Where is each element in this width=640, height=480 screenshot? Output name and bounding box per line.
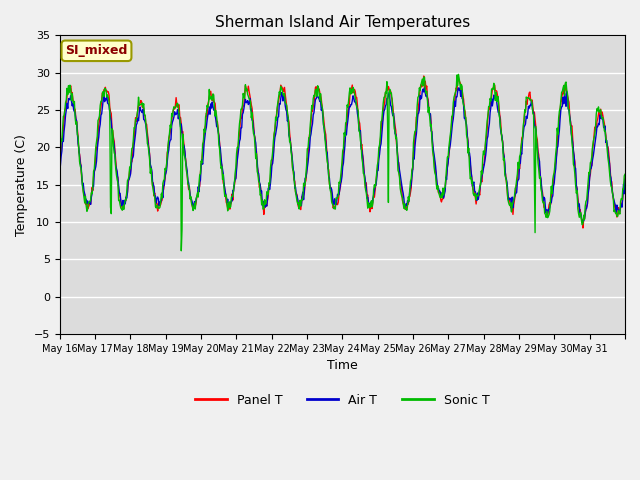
Sonic T [454, 72, 462, 77]
Sonic T [255, 179, 262, 184]
Air T [275, 101, 283, 107]
Sonic T [401, 206, 409, 212]
Panel T [275, 94, 283, 99]
Air T [621, 177, 629, 182]
Sonic T [621, 171, 629, 177]
Air T [401, 204, 408, 210]
Sonic T [122, 197, 130, 203]
Panel T [226, 206, 234, 212]
Panel T [579, 225, 587, 231]
Sonic T [56, 156, 63, 162]
Title: Sherman Island Air Temperatures: Sherman Island Air Temperatures [214, 15, 470, 30]
X-axis label: Time: Time [327, 360, 358, 372]
Line: Air T: Air T [60, 88, 625, 223]
Air T [122, 194, 130, 200]
Air T [433, 180, 441, 186]
Sonic T [433, 186, 441, 192]
Panel T [401, 206, 408, 212]
Y-axis label: Temperature (C): Temperature (C) [15, 134, 28, 236]
Sonic T [177, 248, 185, 253]
Air T [56, 163, 63, 168]
Panel T [122, 197, 130, 203]
Panel T [254, 168, 262, 173]
Air T [579, 220, 586, 226]
Air T [420, 85, 428, 91]
Panel T [420, 73, 428, 79]
Panel T [433, 184, 441, 190]
Legend: Panel T, Air T, Sonic T: Panel T, Air T, Sonic T [190, 389, 494, 411]
Panel T [56, 163, 63, 169]
Sonic T [276, 92, 284, 97]
Air T [226, 204, 234, 210]
Text: SI_mixed: SI_mixed [65, 44, 128, 57]
Panel T [621, 175, 629, 181]
Line: Panel T: Panel T [60, 76, 625, 228]
Sonic T [227, 204, 234, 210]
Line: Sonic T: Sonic T [60, 74, 625, 251]
Air T [254, 169, 262, 175]
